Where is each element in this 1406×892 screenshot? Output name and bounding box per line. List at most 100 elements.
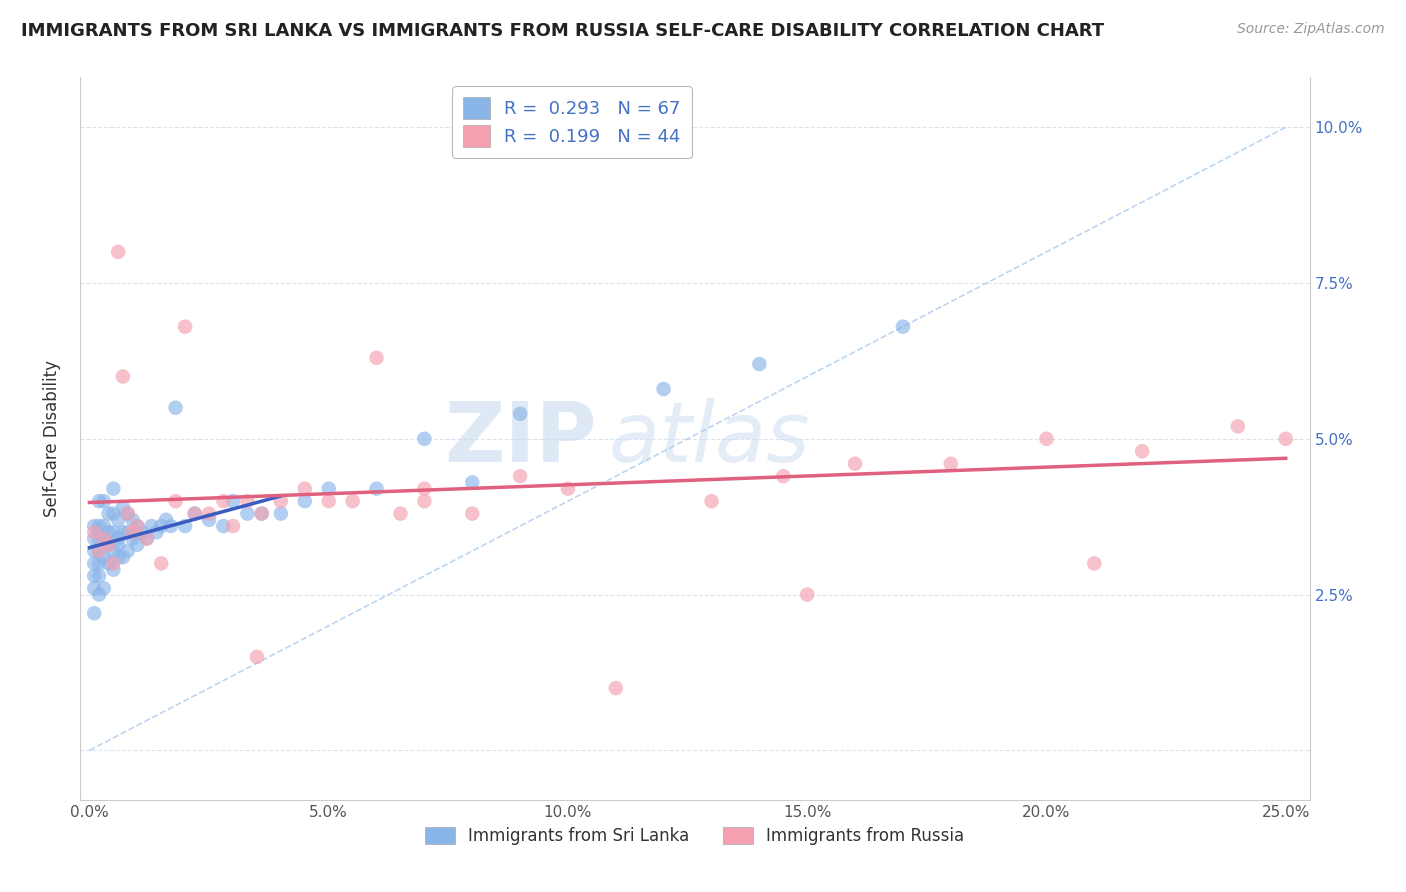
Point xyxy=(87,569,110,583)
Point xyxy=(103,525,125,540)
Point xyxy=(413,494,436,508)
Point xyxy=(87,588,110,602)
Point xyxy=(155,513,177,527)
Point xyxy=(93,532,115,546)
Point xyxy=(97,525,120,540)
Point xyxy=(93,494,115,508)
Point xyxy=(103,544,125,558)
Point xyxy=(318,494,340,508)
Point xyxy=(389,507,412,521)
Point xyxy=(107,532,129,546)
Point xyxy=(461,475,484,490)
Point xyxy=(131,525,153,540)
Text: ZIP: ZIP xyxy=(444,399,596,479)
Point xyxy=(652,382,675,396)
Point xyxy=(103,563,125,577)
Point xyxy=(150,557,173,571)
Point xyxy=(366,351,388,365)
Point xyxy=(605,681,627,695)
Point xyxy=(135,532,157,546)
Point xyxy=(159,519,181,533)
Point xyxy=(107,513,129,527)
Point xyxy=(413,432,436,446)
Point xyxy=(796,588,818,602)
Point xyxy=(748,357,770,371)
Point xyxy=(121,525,143,540)
Point xyxy=(509,469,531,483)
Point xyxy=(1130,444,1153,458)
Point xyxy=(83,544,105,558)
Point xyxy=(939,457,962,471)
Point xyxy=(107,550,129,565)
Point xyxy=(117,525,139,540)
Point xyxy=(127,538,149,552)
Point xyxy=(165,494,187,508)
Point xyxy=(222,494,245,508)
Point xyxy=(87,557,110,571)
Point xyxy=(103,482,125,496)
Point xyxy=(93,550,115,565)
Point xyxy=(87,532,110,546)
Point xyxy=(183,507,205,521)
Point xyxy=(145,525,167,540)
Point xyxy=(93,519,115,533)
Point xyxy=(236,507,259,521)
Point xyxy=(83,557,105,571)
Point xyxy=(117,507,139,521)
Point xyxy=(83,582,105,596)
Point xyxy=(103,507,125,521)
Point xyxy=(127,519,149,533)
Point xyxy=(111,550,134,565)
Point xyxy=(891,319,914,334)
Point xyxy=(107,538,129,552)
Point xyxy=(97,538,120,552)
Point xyxy=(121,532,143,546)
Point xyxy=(87,519,110,533)
Point xyxy=(461,507,484,521)
Point xyxy=(222,519,245,533)
Point xyxy=(111,525,134,540)
Point xyxy=(87,544,110,558)
Point xyxy=(135,532,157,546)
Point xyxy=(83,525,105,540)
Point xyxy=(1274,432,1296,446)
Point xyxy=(117,544,139,558)
Point xyxy=(236,494,259,508)
Point xyxy=(198,513,221,527)
Point xyxy=(270,494,292,508)
Point xyxy=(141,519,163,533)
Point xyxy=(294,482,316,496)
Point xyxy=(83,519,105,533)
Point xyxy=(107,244,129,259)
Point xyxy=(87,544,110,558)
Point xyxy=(628,120,651,135)
Point xyxy=(294,494,316,508)
Point xyxy=(509,407,531,421)
Point xyxy=(97,538,120,552)
Point xyxy=(250,507,273,521)
Text: IMMIGRANTS FROM SRI LANKA VS IMMIGRANTS FROM RUSSIA SELF-CARE DISABILITY CORRELA: IMMIGRANTS FROM SRI LANKA VS IMMIGRANTS … xyxy=(21,22,1104,40)
Text: Source: ZipAtlas.com: Source: ZipAtlas.com xyxy=(1237,22,1385,37)
Point xyxy=(342,494,364,508)
Y-axis label: Self-Care Disability: Self-Care Disability xyxy=(44,360,60,517)
Point xyxy=(83,569,105,583)
Point xyxy=(1035,432,1057,446)
Point xyxy=(117,507,139,521)
Point xyxy=(270,507,292,521)
Point xyxy=(250,507,273,521)
Point xyxy=(165,401,187,415)
Point xyxy=(83,532,105,546)
Point xyxy=(318,482,340,496)
Point xyxy=(366,482,388,496)
Point xyxy=(111,500,134,515)
Point xyxy=(844,457,866,471)
Point xyxy=(97,557,120,571)
Point xyxy=(212,519,235,533)
Point xyxy=(93,532,115,546)
Point xyxy=(212,494,235,508)
Point xyxy=(127,519,149,533)
Point xyxy=(174,519,197,533)
Legend: Immigrants from Sri Lanka, Immigrants from Russia: Immigrants from Sri Lanka, Immigrants fr… xyxy=(416,819,973,854)
Point xyxy=(97,507,120,521)
Point xyxy=(772,469,794,483)
